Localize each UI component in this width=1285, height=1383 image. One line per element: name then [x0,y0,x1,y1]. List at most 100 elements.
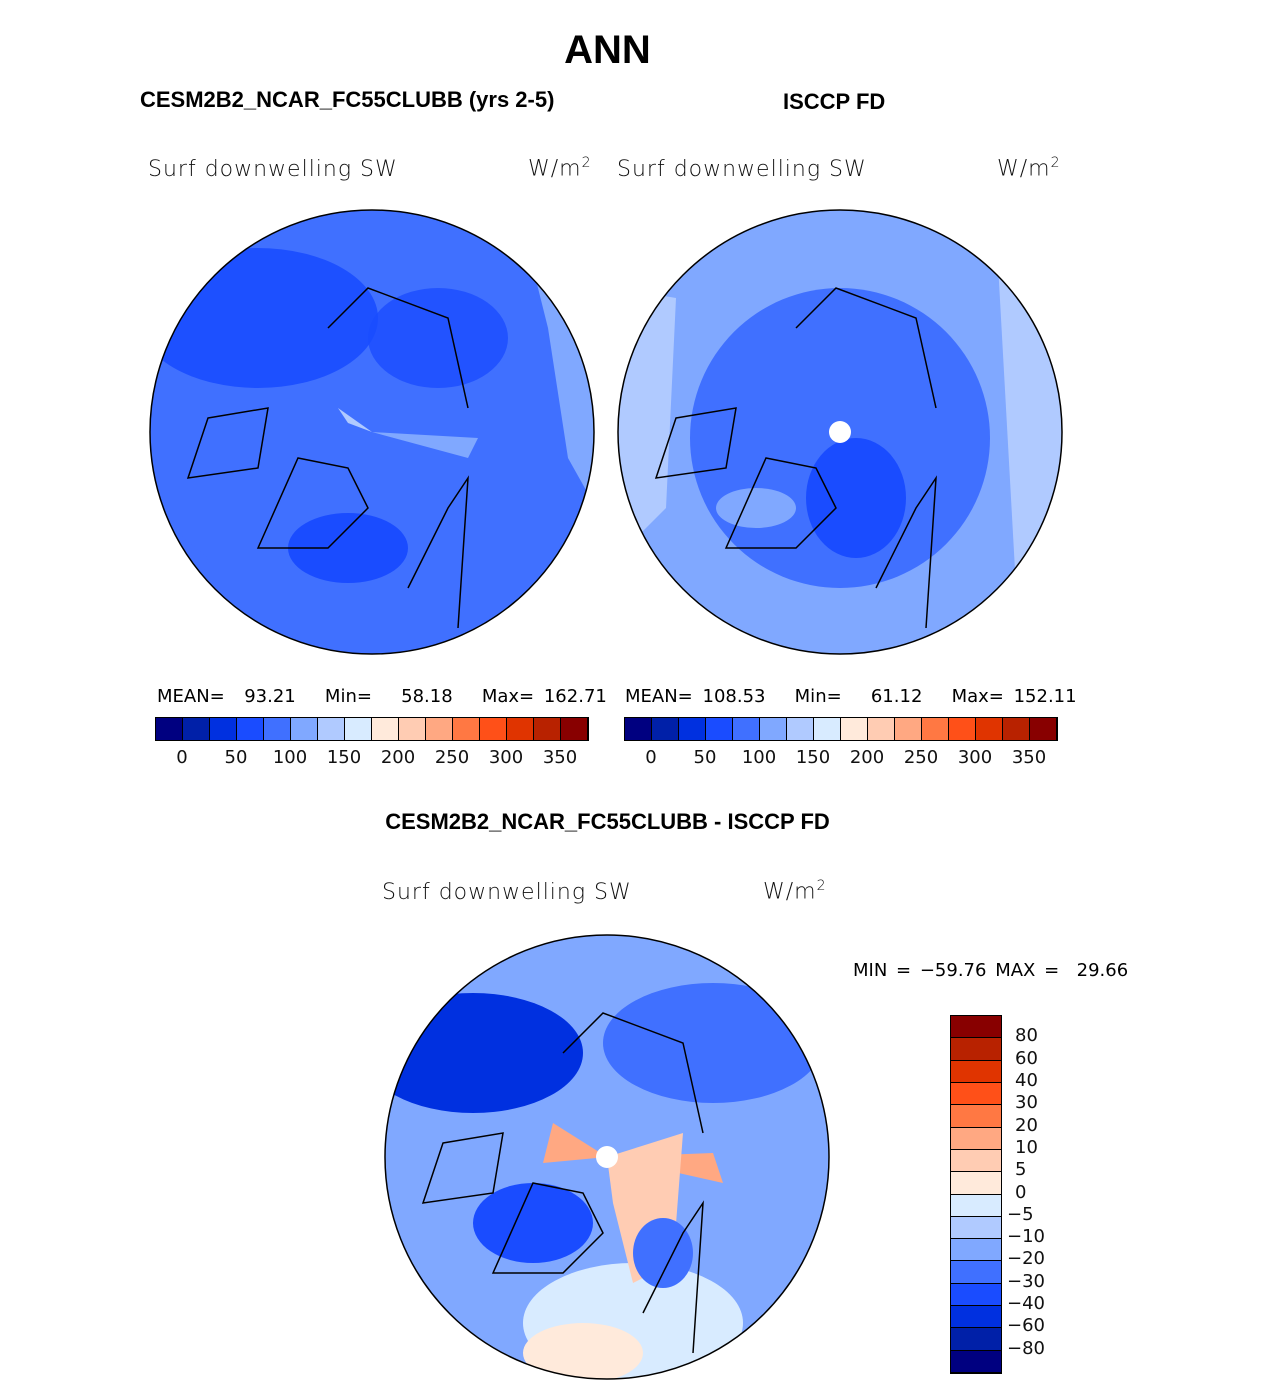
colorbar-cell [264,718,291,740]
min-label: MIN = [853,960,912,981]
colorbar-cell [480,718,507,740]
panel1-units: W/m2 [528,155,592,181]
colorbar-cell [868,718,895,740]
colorbar-cell [345,718,372,740]
colorbar-cell [625,718,652,740]
colorbar-cell [951,1016,1001,1039]
colorbar-cell [291,718,318,740]
colorbar-cell [951,1194,1001,1217]
max-label: Max= [951,686,1004,707]
colorbar-cell [1003,718,1030,740]
colorbar-cell [426,718,453,740]
colorbar-cell [399,718,426,740]
min-value: 58.18 [401,686,453,707]
panel1-header: CESM2B2_NCAR_FC55CLUBB (yrs 2-5) [140,87,555,112]
polar-map-obs [617,209,1063,655]
colorbar-cell [951,1328,1001,1351]
mean-label: MEAN= [157,686,225,707]
colorbar-tick-label: 0 [176,747,188,768]
panel2-variable: Surf downwelling SW [617,157,867,182]
colorbar-cell [1030,718,1057,740]
max-label: Max= [481,686,535,707]
colorbar-cell [951,1261,1001,1284]
colorbar-cell [951,1149,1001,1173]
max-label: MAX = [995,960,1060,981]
colorbar-tick-label: 0 [1015,1181,1027,1203]
panel2-units: W/m2 [997,155,1061,181]
colorbar-cell [895,718,922,740]
colorbar-cell [814,718,841,740]
mean-value: 108.53 [702,686,766,707]
colorbar-cell [951,1172,1001,1195]
colorbar-tick-label: 100 [272,747,308,768]
panel3-units: W/m2 [763,878,827,904]
colorbar-obs [624,717,1058,741]
colorbar-cell [976,718,1003,740]
colorbar-cell [951,1082,1001,1106]
units-text: W/m [528,156,582,182]
colorbar-cell [453,718,480,740]
colorbar-cell [951,1038,1001,1061]
mean-label: MEAN= [625,686,693,707]
colorbar-tick-label: 50 [224,747,248,768]
colorbar-tick-label: 200 [380,747,416,768]
colorbar-cell [922,718,949,740]
colorbar-tick-label: 300 [488,747,524,768]
panel2-header: ISCCP FD [783,89,886,114]
colorbar-cell [183,718,210,740]
mean-value: 93.21 [244,686,296,707]
colorbar-tick-label: 30 [1015,1092,1038,1114]
min-label: Min= [324,686,372,707]
colorbar-tick-label: 350 [1011,747,1047,768]
colorbar-cell [760,718,787,740]
colorbar-tick-label: 150 [326,747,362,768]
colorbar-cell [951,1306,1001,1329]
colorbar-tick-label: 80 [1015,1025,1038,1047]
colorbar-tick-label: 200 [849,747,885,768]
colorbar-cell [841,718,868,740]
min-label: Min= [794,686,842,707]
units-text: W/m [997,156,1051,182]
colorbar-cell [787,718,814,740]
colorbar-tick-label: −80 [1007,1337,1045,1359]
colorbar-cell [733,718,760,740]
max-value: 152.11 [1013,686,1077,707]
colorbar-tick-label: 10 [1015,1136,1038,1158]
panel3-stats: MIN = −59.76 MAX = 29.66 [853,960,1128,981]
colorbar-cell [951,1105,1001,1128]
colorbar-cell [951,1127,1001,1150]
colorbar-tick-label: −60 [1007,1315,1045,1337]
colorbar-cell [210,718,237,740]
panel3-variable: Surf downwelling SW [382,880,632,905]
units-exponent: 2 [816,878,827,894]
colorbar-cell [534,718,561,740]
max-value: 29.66 [1076,960,1129,981]
units-text: W/m [763,879,817,905]
colorbar-cell [318,718,345,740]
panel1-stats: MEAN= 93.21 Min= 58.18 Max= 162.71 [157,686,607,707]
colorbar-cell [507,718,534,740]
colorbar-cell [652,718,679,740]
colorbar-tick-label: 5 [1015,1159,1027,1181]
colorbar-tick-label: −20 [1007,1248,1045,1270]
panel1-variable: Surf downwelling SW [148,157,398,182]
panel2-stats: MEAN= 108.53 Min= 61.12 Max= 152.11 [625,686,1077,707]
colorbar-tick-label: 0 [645,747,657,768]
polar-map-model [149,209,595,655]
min-value: −59.76 [919,960,987,981]
colorbar-cell [951,1283,1001,1307]
colorbar-model [155,717,589,741]
polar-map-difference [384,934,830,1380]
colorbar-cell [156,718,183,740]
panel3-header: CESM2B2_NCAR_FC55CLUBB - ISCCP FD [385,809,830,834]
max-value: 162.71 [543,686,607,707]
colorbar-cell [561,718,588,740]
colorbar-tick-label: 150 [795,747,831,768]
colorbar-tick-label: 300 [957,747,993,768]
colorbar-cell [679,718,706,740]
colorbar-cell [372,718,399,740]
colorbar-cell [237,718,264,740]
units-exponent: 2 [1050,155,1061,171]
colorbar-tick-label: −30 [1007,1270,1045,1292]
